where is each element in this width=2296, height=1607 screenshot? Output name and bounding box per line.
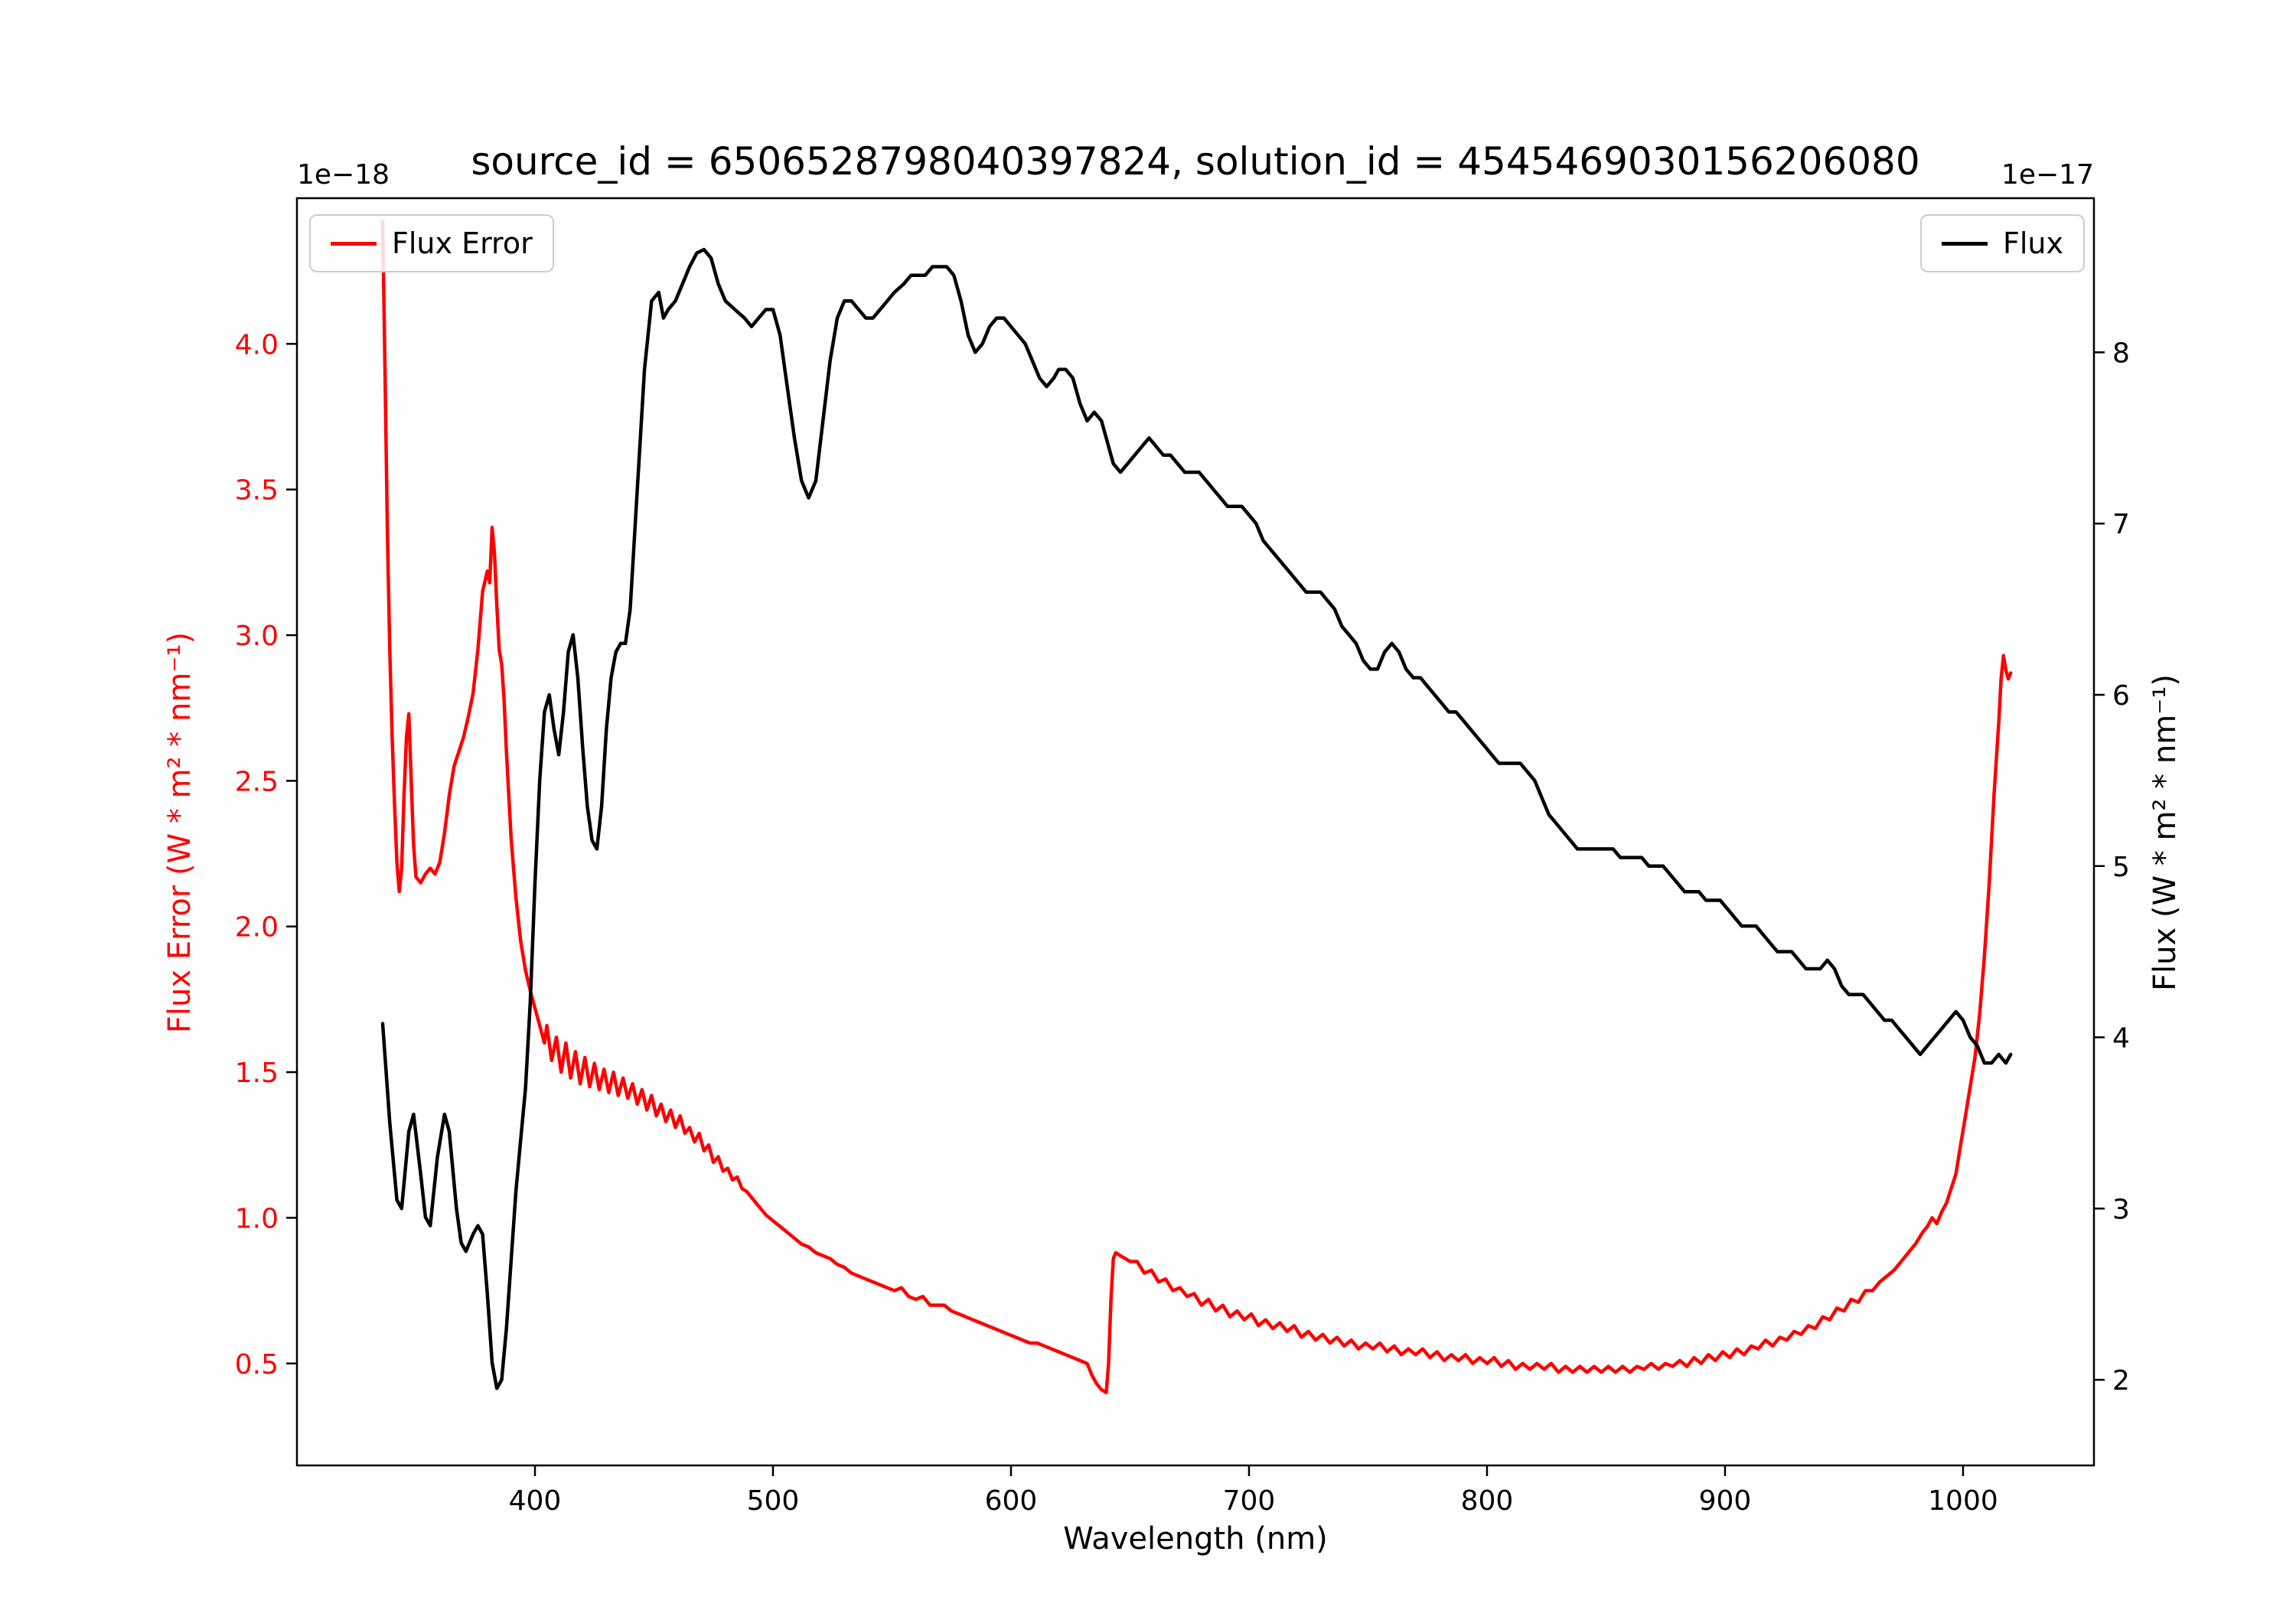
series-layer bbox=[380, 220, 2013, 1395]
left-axis-offset-text: 1e−18 bbox=[297, 159, 390, 191]
plot-frame bbox=[295, 197, 2095, 1467]
left-y-tick-label: 0.5 bbox=[235, 1349, 279, 1380]
right-y-tick-label: 2 bbox=[2112, 1365, 2130, 1397]
x-tick-label: 700 bbox=[1223, 1485, 1276, 1517]
left-y-tick-label: 1.5 bbox=[235, 1058, 279, 1089]
left-y-tick-label: 4.0 bbox=[235, 329, 279, 360]
left-y-tick-label: 1.0 bbox=[235, 1203, 279, 1234]
series-flux-error bbox=[380, 220, 2013, 1395]
legend-flux-error-label: Flux Error bbox=[392, 227, 533, 260]
x-tick-label: 800 bbox=[1461, 1485, 1514, 1517]
right-y-tick-label: 6 bbox=[2112, 680, 2130, 712]
legend-flux-error: Flux Error bbox=[309, 214, 554, 272]
flux-line-sample bbox=[1942, 241, 1988, 246]
left-y-axis-label: Flux Error (W * m² * nm⁻¹) bbox=[162, 631, 197, 1034]
left-y-tick-label: 3.0 bbox=[235, 621, 279, 652]
right-y-tick-label: 3 bbox=[2112, 1194, 2130, 1225]
series-flux bbox=[380, 247, 2013, 1390]
x-tick-label: 600 bbox=[985, 1485, 1038, 1517]
left-y-tick-label: 2.0 bbox=[235, 912, 279, 944]
left-y-tick-label: 2.5 bbox=[235, 766, 279, 797]
right-axis-offset-text: 1e−17 bbox=[2001, 159, 2094, 191]
axes-layer: 400 500 600 700 800 900 1000 0.5 1.0 1.5 2.0 2.5 3.0… bbox=[235, 329, 2130, 1517]
flux-error-line-sample bbox=[331, 241, 377, 246]
right-y-axis-label: Flux (W * m² * nm⁻¹) bbox=[2148, 674, 2183, 991]
legend-flux: Flux bbox=[1920, 214, 2085, 272]
left-y-tick-label: 3.5 bbox=[235, 475, 279, 507]
x-tick-label: 1000 bbox=[1928, 1485, 1998, 1517]
x-tick-label: 400 bbox=[509, 1485, 562, 1517]
right-y-tick-label: 4 bbox=[2112, 1023, 2130, 1054]
right-y-tick-label: 5 bbox=[2112, 852, 2130, 883]
right-y-tick-label: 8 bbox=[2112, 337, 2130, 369]
x-tick-label: 500 bbox=[747, 1485, 800, 1517]
legend-flux-label: Flux bbox=[2003, 227, 2063, 260]
x-axis-label: Wavelength (nm) bbox=[1063, 1521, 1328, 1556]
x-tick-label: 900 bbox=[1699, 1485, 1752, 1517]
chart-title: source_id = 6506528798040397824, solutio… bbox=[471, 139, 1920, 184]
right-y-tick-label: 7 bbox=[2112, 509, 2130, 540]
